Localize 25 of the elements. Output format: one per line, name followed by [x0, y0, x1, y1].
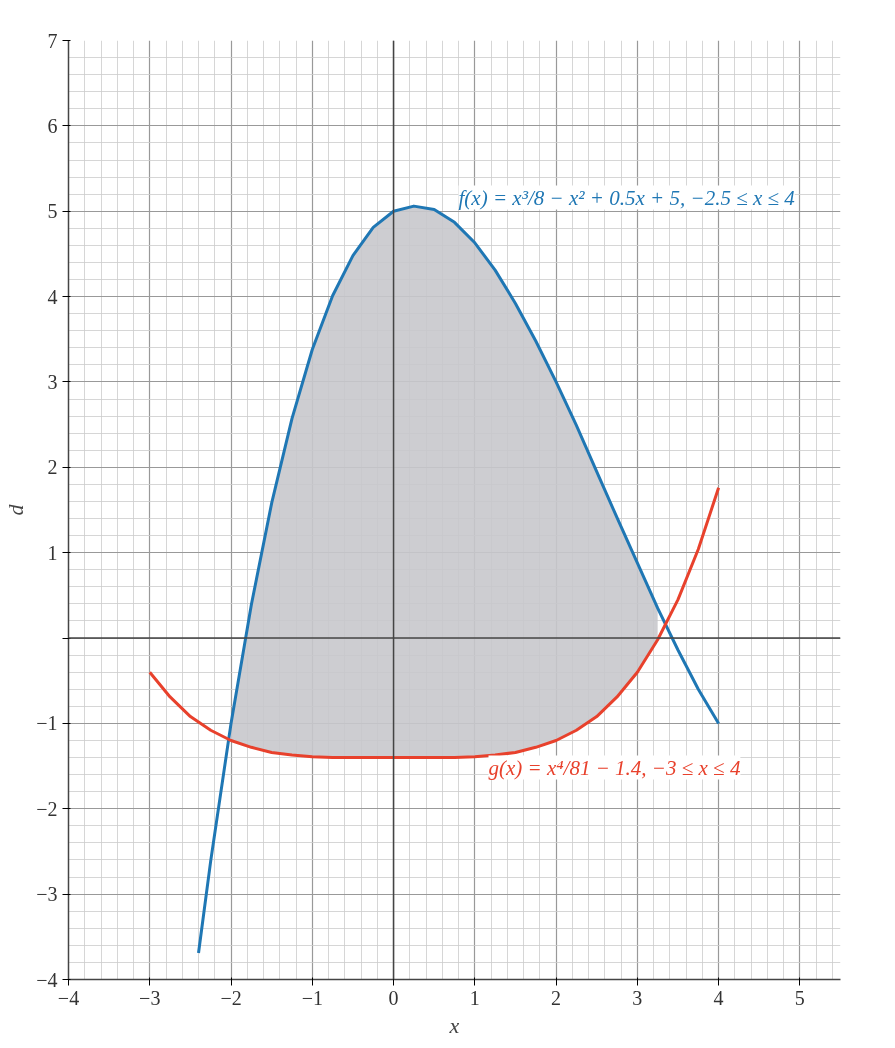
- x-tick-label: 4: [713, 986, 724, 1009]
- annotation: f(x) = x³/8 − x² + 0.5x + 5, −2.5 ≤ x ≤ 4: [458, 185, 796, 210]
- x-tick-label: −3: [139, 986, 161, 1009]
- x-tick-label: 3: [632, 986, 643, 1009]
- y-tick-label: 2: [47, 456, 58, 479]
- y-tick-label: 3: [47, 370, 58, 393]
- x-tick-label: 5: [794, 986, 805, 1009]
- y-axis-title: d: [3, 503, 29, 516]
- y-tick-label: −2: [36, 797, 58, 820]
- x-tick-label: −1: [301, 986, 323, 1009]
- y-tick-label: −4: [36, 968, 58, 991]
- line-series: [148, 486, 721, 760]
- y-tick-label: 7: [47, 29, 58, 52]
- y-tick-label: 6: [47, 114, 58, 137]
- x-tick-label: 1: [469, 986, 480, 1009]
- x-axis-title: x: [448, 1012, 460, 1038]
- y-tick-label: −3: [36, 883, 58, 906]
- y-tick-label: 1: [47, 541, 58, 564]
- annotation: g(x) = x⁴/81 − 1.4, −3 ≤ x ≤ 4: [488, 755, 741, 780]
- y-tick-label: −1: [36, 712, 58, 735]
- x-tick-label: 0: [388, 986, 399, 1009]
- x-tick-label: −2: [220, 986, 242, 1009]
- x-tick-label: 2: [551, 986, 562, 1009]
- y-tick-label: 4: [47, 285, 58, 308]
- y-tick-label: 5: [47, 200, 58, 223]
